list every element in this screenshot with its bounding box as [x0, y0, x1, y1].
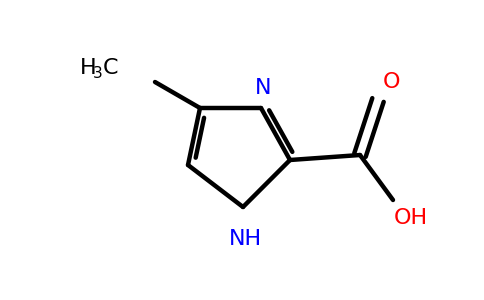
Text: N: N: [255, 78, 271, 98]
Text: O: O: [383, 72, 401, 92]
Text: OH: OH: [394, 208, 428, 228]
Text: H: H: [80, 58, 97, 78]
Text: NH: NH: [228, 229, 261, 249]
Text: C: C: [103, 58, 119, 78]
Text: 3: 3: [93, 67, 103, 82]
